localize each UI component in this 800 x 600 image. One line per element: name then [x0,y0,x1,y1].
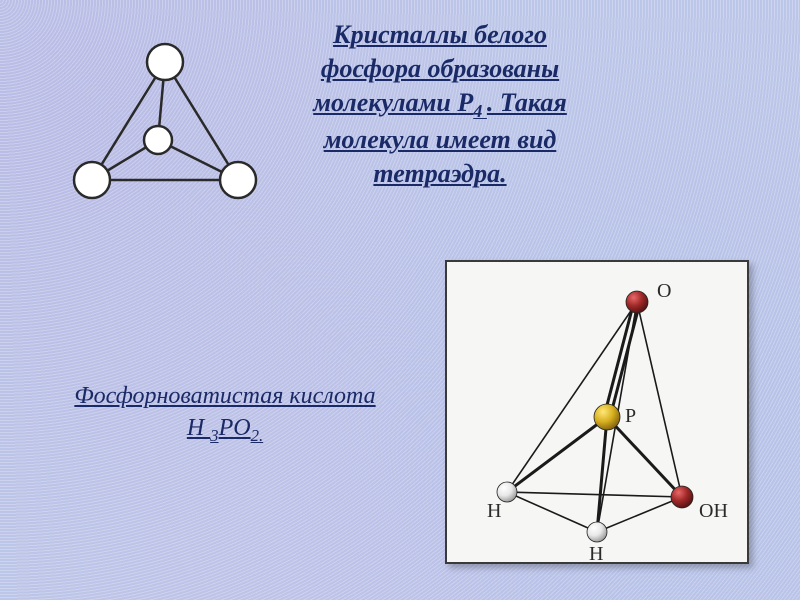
title-line1: Кристаллы белого [333,20,547,49]
acid-h: H [187,415,210,441]
title-line5: тетраэдра. [373,159,506,188]
title-line4: молекула имеет вид [324,125,557,154]
title-line3-post: . Такая [487,88,567,117]
title-formula-sub: 4 [473,101,487,121]
p4-tetrahedron-diagram [70,40,260,205]
acid-po: PO [219,415,251,441]
svg-text:H: H [589,543,603,562]
title-text: Кристаллы белого фосфора образованы моле… [260,18,620,191]
svg-text:H: H [487,500,501,522]
h3po2-diagram-box: O P H H OH [445,260,749,564]
acid-sub2: 2. [251,426,264,445]
svg-text:P: P [625,405,636,427]
acid-sub1: 3 [210,426,218,445]
title-formula-p: P [457,88,473,117]
acid-label: Фосфорноватистая кислота H 3PO2. [30,380,420,448]
svg-text:OH: OH [699,500,728,522]
h3po2-diagram: O P H H OH [447,262,747,562]
title-line3-pre: молекулами [313,88,457,117]
title-line2-word1: фосфора [321,54,421,83]
title-line2-rest: образованы [421,54,559,83]
svg-text:O: O [657,280,671,302]
acid-line1: Фосфорноватистая кислота [74,383,375,409]
